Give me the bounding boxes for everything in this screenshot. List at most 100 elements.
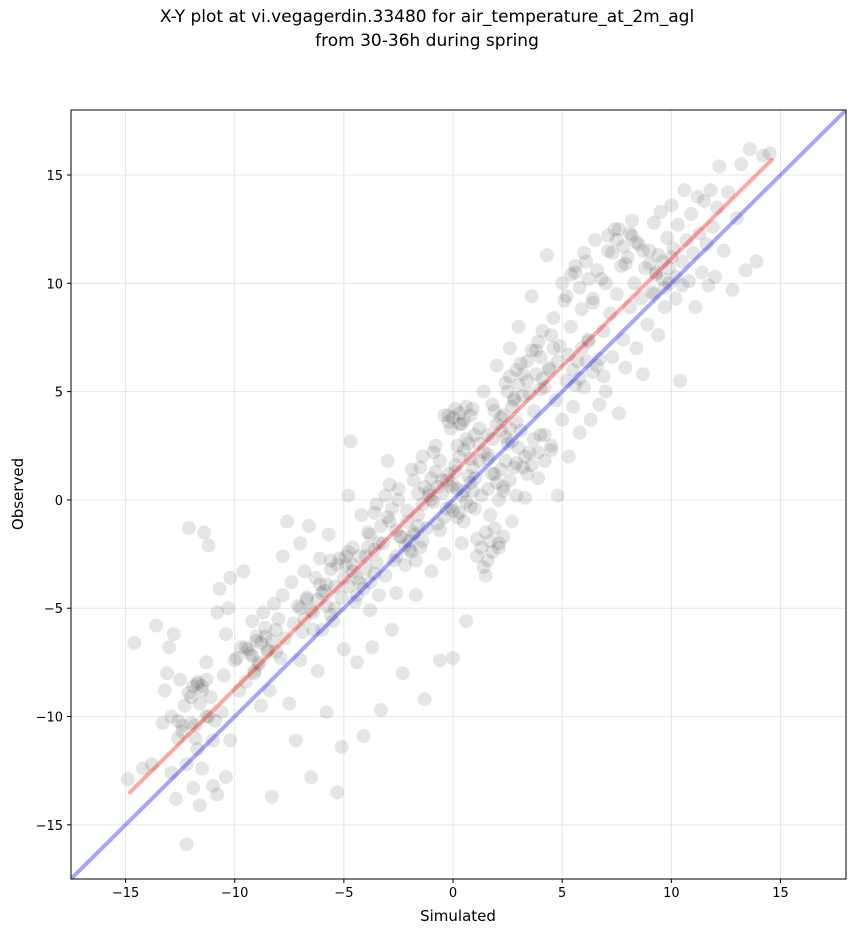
data-point [168,791,183,806]
data-point [496,479,511,494]
data-point [192,696,207,711]
data-point [334,590,349,605]
data-point [253,635,268,650]
data-point [542,362,557,377]
data-point [611,406,626,421]
data-point [542,360,557,375]
data-point [544,438,559,453]
data-point [415,534,430,549]
data-point [437,408,452,423]
data-point [491,536,506,551]
data-point [487,404,502,419]
data-point [476,560,491,575]
data-point [273,651,288,666]
data-point [387,553,402,568]
data-point [590,358,605,373]
data-point [190,677,205,692]
data-point [210,605,225,620]
x-tick-label: 10 [663,886,680,901]
data-point [596,369,611,384]
data-point [472,453,487,468]
data-point [297,564,312,579]
data-point [406,473,421,488]
data-point [697,193,712,208]
data-point [568,258,583,273]
data-point [354,508,369,523]
data-point [500,384,515,399]
data-point [629,235,644,250]
data-point [391,482,406,497]
data-point [620,250,635,265]
data-point [378,488,393,503]
data-point [203,690,218,705]
data-point [256,605,271,620]
data-point [441,466,456,481]
data-point [670,217,685,232]
data-point [190,674,205,689]
data-point [511,440,526,455]
data-point [304,770,319,785]
data-point [529,343,543,358]
data-point [199,709,214,724]
data-point [269,644,284,659]
data-point [507,460,522,475]
y-tick-label: 0 [55,494,63,509]
data-point [345,540,360,555]
data-point [550,488,565,503]
data-point [662,261,677,276]
data-point [356,581,371,596]
data-point [199,672,214,687]
data-point [446,651,461,666]
data-point [487,521,502,536]
data-point [426,445,441,460]
data-point [465,401,480,416]
data-point [509,456,524,471]
x-axis-label: Simulated [420,907,496,925]
data-point [411,508,426,523]
data-point [430,516,445,531]
data-point [456,514,471,529]
data-point [485,432,500,447]
data-point [164,709,179,724]
data-point [437,510,452,525]
data-point [170,713,185,728]
data-point [699,237,714,252]
x-tick-label: −5 [334,886,353,901]
data-point [212,581,227,596]
data-point [157,683,172,698]
data-point [319,599,334,614]
data-point [738,263,753,278]
data-point [443,421,458,436]
data-point [489,358,504,373]
y-axis-label: Observed [9,458,27,530]
data-point [518,490,533,505]
data-point [402,542,417,557]
data-point [330,557,345,572]
data-point [474,488,489,503]
data-point [459,614,474,629]
data-point [649,265,664,280]
data-point [710,200,725,215]
data-point [319,577,334,592]
data-point [223,733,238,748]
data-point [380,453,395,468]
grid-lines [71,110,846,879]
data-point [574,341,589,356]
data-point [686,245,701,260]
data-point [485,397,500,412]
data-point [352,549,367,564]
data-point [583,412,598,427]
data-point [690,189,705,204]
data-point [463,499,478,514]
data-point [450,510,465,525]
data-point [555,276,570,291]
data-point [480,482,495,497]
data-point [533,349,548,364]
data-point [618,360,633,375]
data-point [502,341,517,356]
data-point [334,739,349,754]
data-point [448,464,463,479]
data-point [356,729,371,744]
data-point [491,540,506,555]
data-point [238,674,253,689]
